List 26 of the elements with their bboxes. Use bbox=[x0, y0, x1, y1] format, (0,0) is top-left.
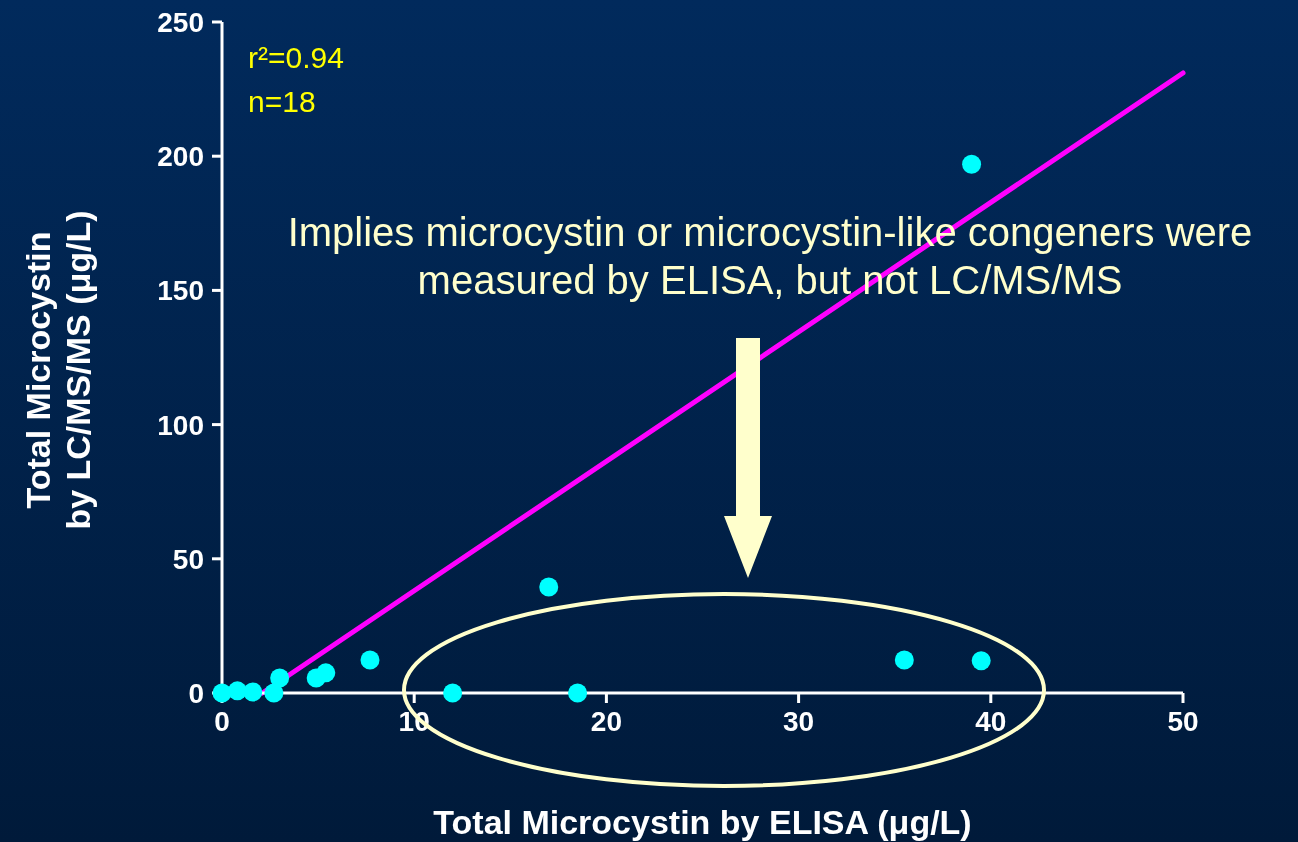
y-tick-label: 150 bbox=[157, 275, 204, 307]
point bbox=[971, 651, 991, 671]
x-tick-label: 30 bbox=[783, 705, 815, 737]
y-tick-label: 100 bbox=[157, 409, 204, 441]
point bbox=[539, 577, 559, 597]
annotation: n=18 bbox=[248, 84, 316, 120]
point bbox=[443, 683, 463, 703]
y-tick-label: 50 bbox=[172, 543, 204, 575]
y-axis-title: Total Microcystin by LC/MS/MS (μg/L) bbox=[19, 210, 97, 530]
x-tick-label: 40 bbox=[975, 705, 1007, 737]
point bbox=[270, 668, 290, 688]
point bbox=[962, 154, 982, 174]
point bbox=[316, 663, 336, 683]
x-tick-label: 50 bbox=[1167, 705, 1199, 737]
point bbox=[568, 683, 588, 703]
x-tick-label: 20 bbox=[590, 705, 622, 737]
y-tick-label: 200 bbox=[157, 141, 204, 173]
point bbox=[360, 650, 380, 670]
annotation: r²=0.94 bbox=[248, 40, 344, 76]
y-tick-label: 0 bbox=[188, 677, 204, 709]
x-axis-title: Total Microcystin by ELISA (μg/L) bbox=[433, 803, 972, 841]
x-tick-label: 0 bbox=[214, 705, 230, 737]
y-tick-label: 250 bbox=[157, 6, 204, 38]
point bbox=[894, 650, 914, 670]
point bbox=[243, 682, 263, 702]
point bbox=[264, 683, 284, 703]
